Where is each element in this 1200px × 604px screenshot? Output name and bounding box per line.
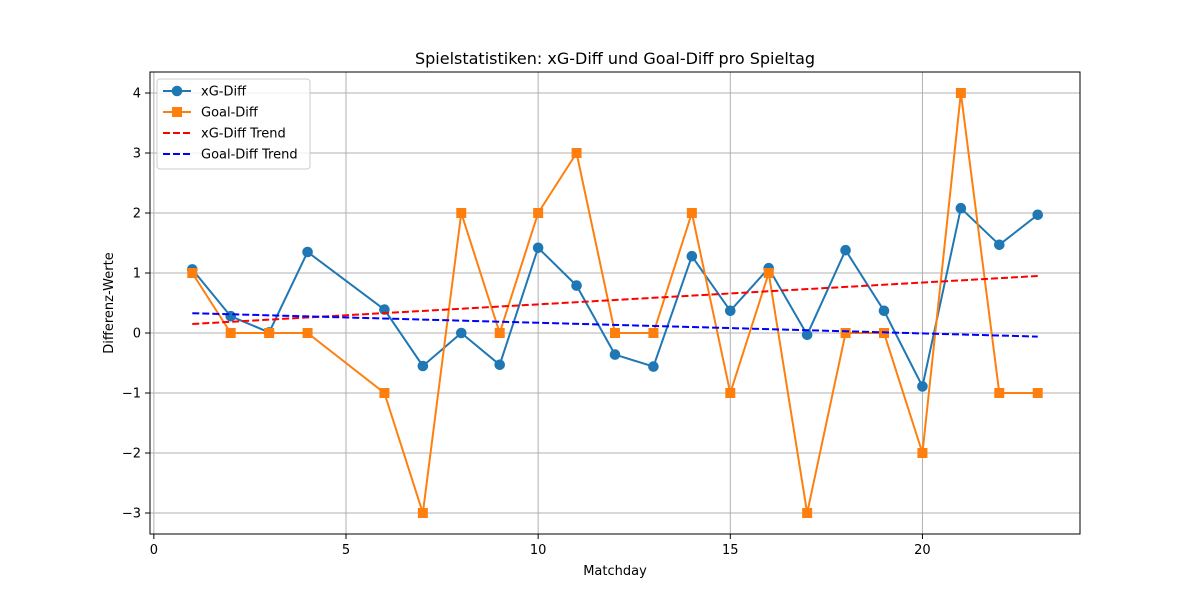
data-point-xg-diff <box>993 239 1005 251</box>
data-point-xg-diff <box>917 381 928 392</box>
legend-box <box>156 78 311 170</box>
legend-label: xG-Diff Trend <box>201 127 286 142</box>
data-point-goal-diff <box>187 268 198 278</box>
series-goal-diff-trend <box>192 312 1038 338</box>
legend: xG-Diff Goal-Diff xG-Diff Trend Goal-Diff T… <box>156 78 311 170</box>
legend-label: Goal-Diff <box>201 106 259 121</box>
y-tick-label: −3 <box>122 507 141 522</box>
data-point-goal-diff <box>264 328 275 338</box>
y-tick-label: 4 <box>133 87 141 102</box>
data-point-goal-diff <box>686 208 697 218</box>
legend-label: Goal-Diff Trend <box>201 148 298 163</box>
series-line-goal-diff <box>191 92 1038 514</box>
data-point-xg-diff <box>571 280 582 291</box>
data-point-xg-diff <box>955 202 967 214</box>
legend-item-goal-diff-trend: Goal-Diff Trend <box>163 148 298 163</box>
data-point-goal-diff <box>955 88 966 98</box>
legend-item-xg-diff-trend: xG-Diff Trend <box>163 127 286 142</box>
x-tick-label: 5 <box>342 543 350 558</box>
y-axis-label: Differenz-Werte <box>102 252 117 353</box>
series-goal-diff <box>187 88 1043 518</box>
axes: 0 5 10 15 20 −3 −2 −1 0 1 2 3 4 <box>122 87 931 559</box>
data-point-xg-diff <box>878 305 890 317</box>
plot-area-frame <box>149 71 1081 535</box>
data-point-xg-diff <box>455 327 467 339</box>
data-point-xg-diff <box>1032 209 1044 221</box>
data-point-goal-diff <box>610 328 620 338</box>
data-point-goal-diff <box>648 328 659 338</box>
y-tick-label: −1 <box>122 387 141 402</box>
chart-title: Spielstatistiken: xG-Diff und Goal-Diff … <box>415 49 815 68</box>
data-point-goal-diff <box>533 208 544 218</box>
data-point-goal-diff <box>725 388 736 398</box>
series-line-xg-diff <box>191 207 1039 388</box>
data-point-xg-diff <box>225 310 237 322</box>
data-point-xg-diff <box>801 329 813 341</box>
data-point-xg-diff <box>724 305 736 317</box>
data-point-goal-diff <box>840 328 851 338</box>
data-point-goal-diff <box>917 448 928 458</box>
data-point-xg-diff <box>648 361 659 372</box>
x-tick-label: 20 <box>914 543 931 558</box>
data-point-xg-diff <box>302 246 313 258</box>
x-tick-label: 15 <box>722 543 739 558</box>
data-point-xg-diff <box>686 250 698 262</box>
x-tick-label: 10 <box>530 543 547 558</box>
x-tick-label: 0 <box>150 543 158 558</box>
data-point-xg-diff <box>840 244 851 256</box>
data-point-goal-diff <box>802 508 813 518</box>
data-point-xg-diff <box>609 349 621 360</box>
series-line-xg-diff-trend <box>192 275 1038 325</box>
data-point-xg-diff <box>417 360 429 372</box>
data-point-goal-diff <box>456 208 467 218</box>
y-tick-label: 0 <box>133 327 141 342</box>
legend-marker <box>172 107 182 117</box>
data-point-goal-diff <box>225 328 236 338</box>
data-point-xg-diff <box>532 242 544 254</box>
series-xg-diff <box>186 202 1044 392</box>
y-tick-label: 1 <box>133 267 141 282</box>
data-point-goal-diff <box>302 328 313 338</box>
legend-item-xg-diff: xG-Diff <box>163 85 247 100</box>
data-point-goal-diff <box>494 328 505 338</box>
data-point-goal-diff <box>994 388 1005 398</box>
legend-marker <box>171 85 183 97</box>
legend-label: xG-Diff <box>201 85 247 100</box>
data-point-goal-diff <box>763 268 774 278</box>
y-tick-label: 2 <box>133 207 141 222</box>
data-point-xg-diff <box>494 359 506 371</box>
series-line-goal-diff-trend <box>192 312 1038 338</box>
series-layer <box>186 88 1044 518</box>
series-xg-diff-trend <box>192 275 1038 325</box>
data-point-goal-diff <box>1032 388 1043 398</box>
data-point-goal-diff <box>379 388 390 398</box>
y-tick-label: −2 <box>122 447 141 462</box>
data-point-goal-diff <box>571 148 582 158</box>
x-axis-label: Matchday <box>583 564 647 579</box>
data-point-goal-diff <box>417 508 428 518</box>
y-tick-label: 3 <box>133 147 141 162</box>
legend-item-goal-diff: Goal-Diff <box>163 106 259 121</box>
